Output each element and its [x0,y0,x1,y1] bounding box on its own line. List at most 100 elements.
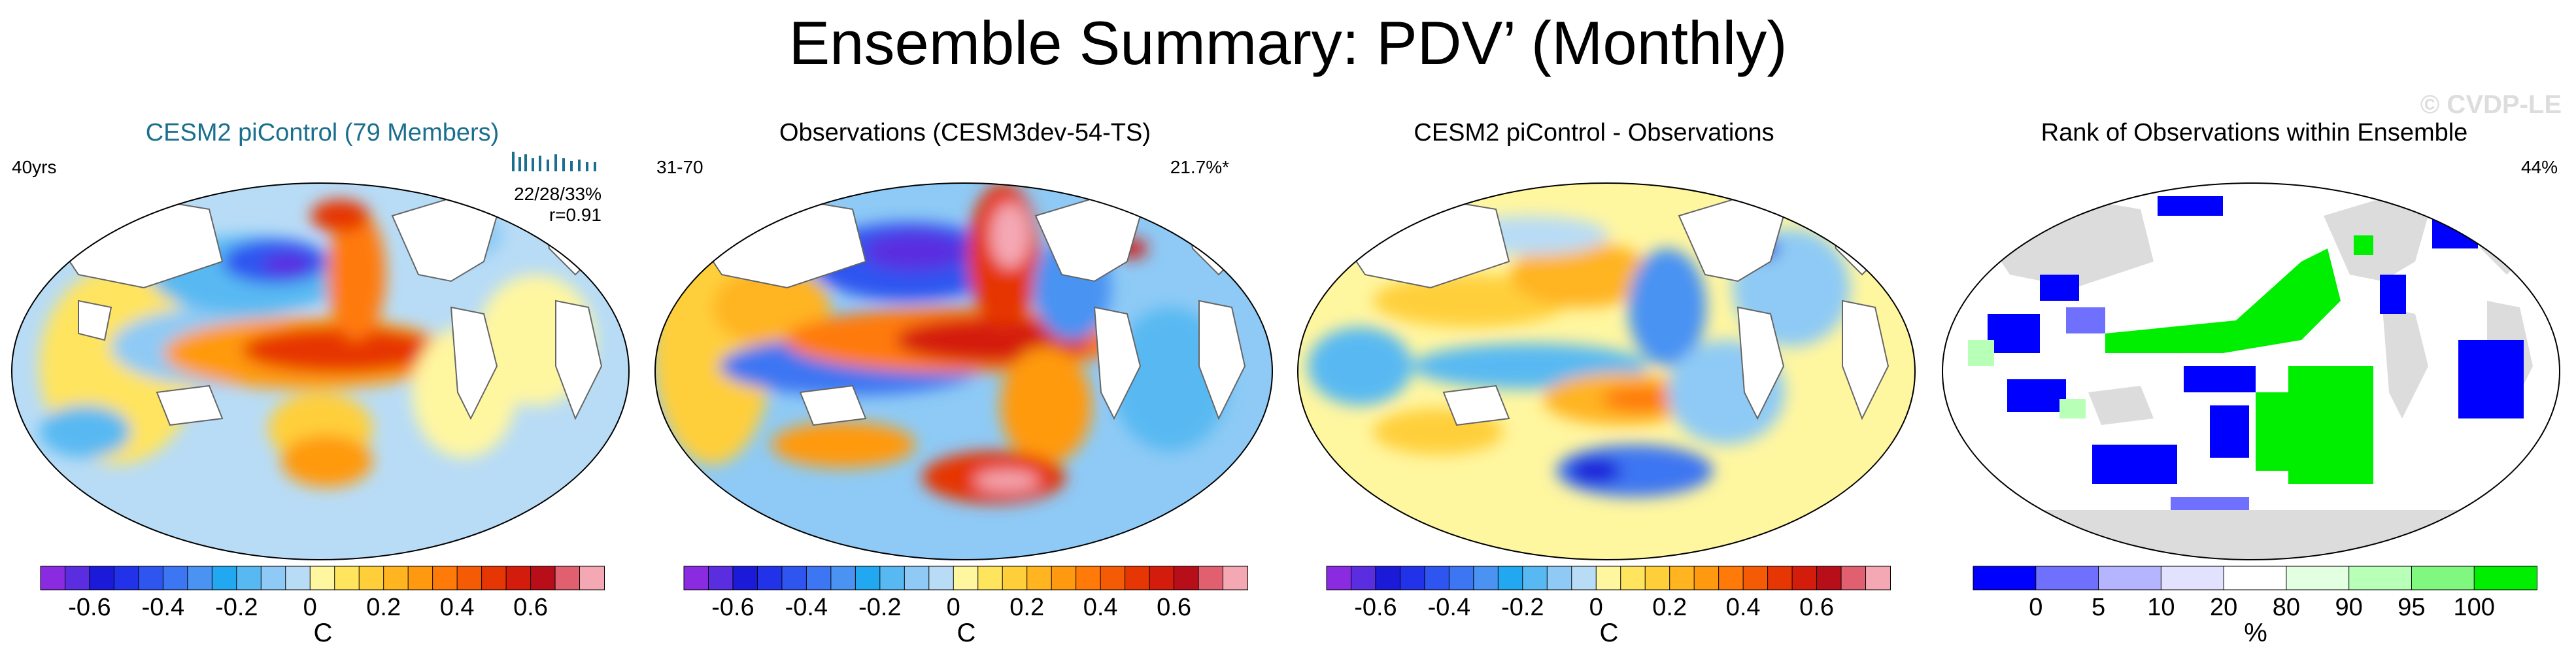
colorbar-swatch [64,566,90,590]
colorbar-swatch [1595,566,1621,590]
colorbar-swatch [1424,566,1450,590]
panel-1-title: CESM2 piControl (79 Members) [145,119,500,146]
colorbar-swatch [138,566,164,590]
colorbar-swatch [1076,566,1102,590]
colorbar-swatch [707,566,734,590]
colorbar-swatch [1375,566,1401,590]
colorbar-swatch [1865,566,1891,590]
colorbar-swatch [879,566,906,590]
colorbar-swatch [456,566,483,590]
colorbar-swatch [334,566,360,590]
colorbar-swatch [1620,566,1646,590]
ensemble-rank-bars [512,152,596,171]
map-panel-1 [11,182,630,560]
colorbar-swatch [432,566,458,590]
colorbar-swatch [1149,566,1175,590]
figure-title: Ensemble Summary: PDV’ (Monthly) [788,9,1788,77]
colorbar-swatch [1644,566,1670,590]
colorbar-swatch [554,566,581,590]
colorbar-swatch [89,566,115,590]
colorbar-tick-label: 0.4 [1725,594,1761,621]
colorbar-tick-label: -0.4 [785,594,828,621]
colorbar-swatch [2223,566,2287,590]
colorbar-3-unit: C [1599,619,1619,647]
colorbar-swatch [2411,566,2475,590]
colorbar-swatch [481,566,507,590]
colorbar-tick-label: 0.6 [513,594,548,621]
colorbar-tick-label: 20 [2209,594,2238,621]
colorbar-tick-label: 5 [2091,594,2106,621]
colorbar-swatch [1742,566,1769,590]
colorbar-panel-3 [1326,566,1891,590]
colorbar-swatch [1448,566,1474,590]
watermark: © CVDP-LE [2420,90,2562,119]
colorbar-swatch [2098,566,2162,590]
colorbar-swatch [2286,566,2350,590]
colorbar-swatch [732,566,758,590]
colorbar-swatch [1174,566,1200,590]
colorbar-tick-label: 0.4 [439,594,475,621]
panel-2-pct: 21.7%* [1170,157,1229,177]
colorbar-swatch [1767,566,1793,590]
colorbar-tick-label: 0 [946,594,960,621]
colorbar-2-unit: C [957,619,976,647]
colorbar-1-unit: C [313,619,333,647]
colorbar-swatch [1522,566,1548,590]
colorbar-swatch [1350,566,1376,590]
colorbar-swatch [1816,566,1842,590]
colorbar-tick-label: -0.4 [141,594,185,621]
colorbar-swatch [2160,566,2225,590]
colorbar-swatch [1840,566,1867,590]
colorbar-tick-label: 0 [303,594,317,621]
panel-3-title: CESM2 piControl - Observations [1414,119,1774,146]
colorbar-tick-label: 0.6 [1799,594,1834,621]
colorbar-swatch [1973,566,2037,590]
colorbar-swatch [530,566,556,590]
colorbar-tick-label: 0.2 [366,594,401,621]
panel-4-pct: 44% [2520,157,2558,177]
colorbar-swatch [407,566,433,590]
colorbar-swatch [1571,566,1597,590]
colorbar-swatch [756,566,783,590]
colorbar-swatch [260,566,286,590]
colorbar-swatch [1223,566,1248,590]
colorbar-tick-label: 0.2 [1652,594,1687,621]
colorbar-tick-label: -0.6 [1354,594,1397,621]
colorbar-swatch [855,566,881,590]
colorbar-swatch [1546,566,1572,590]
colorbar-tick-label: -0.2 [858,594,902,621]
colorbar-tick-label: -0.2 [215,594,258,621]
colorbar-tick-label: 90 [2335,594,2363,621]
colorbar-swatch [2473,566,2537,590]
colorbar-swatch [285,566,311,590]
colorbar-swatch [1473,566,1499,590]
colorbar-tick-label: -0.6 [68,594,111,621]
colorbar-swatch [113,566,139,590]
colorbar-swatch [1497,566,1523,590]
colorbar-swatch [162,566,188,590]
colorbar-tick-label: 0.4 [1083,594,1118,621]
map-panel-4 [1942,182,2560,560]
colorbar-tick-label: 0.6 [1157,594,1191,621]
colorbar-swatch [2035,566,2099,590]
colorbar-swatch [830,566,856,590]
colorbar-tick-label: 0 [1589,594,1603,621]
colorbar-tick-label: -0.2 [1501,594,1544,621]
colorbar-swatch [1051,566,1077,590]
colorbar-swatch [211,566,237,590]
colorbar-swatch [1002,566,1028,590]
colorbar-swatch [2348,566,2413,590]
colorbar-swatch [1100,566,1126,590]
panel-4-title: Rank of Observations within Ensemble [2041,119,2468,146]
colorbar-tick-label: 10 [2147,594,2175,621]
colorbar-swatch [579,566,605,590]
colorbar-tick-label: -0.6 [711,594,754,621]
colorbar-swatch [781,566,807,590]
panel-2-years: 31-70 [656,157,703,177]
colorbar-tick-label: 100 [2453,594,2495,621]
colorbar-swatch [683,566,709,590]
colorbar-swatch [309,566,335,590]
panel-1-stats: 22/28/33% [514,184,602,204]
panel-1-years: 40yrs [12,157,57,177]
